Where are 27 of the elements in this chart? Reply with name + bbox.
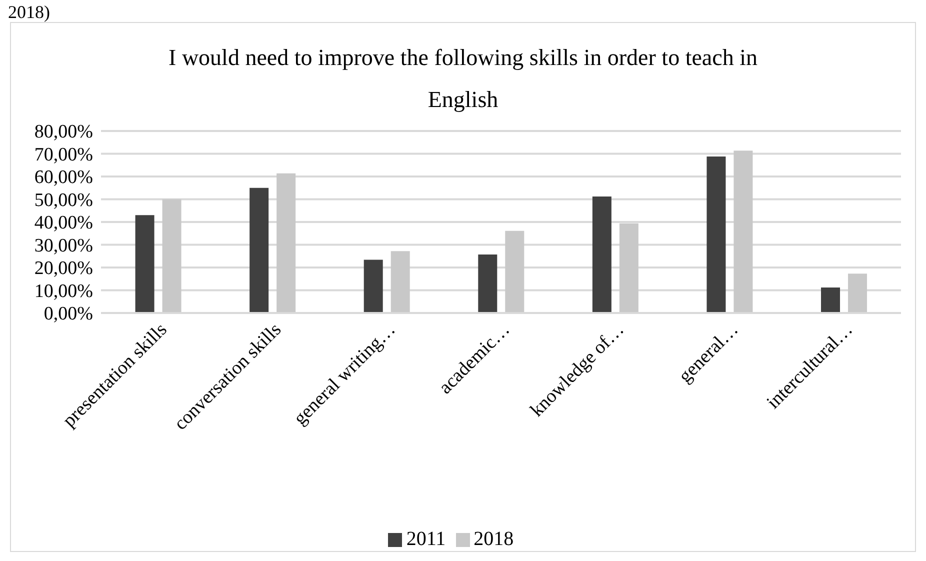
y-tick-label: 70,00% [34,144,94,166]
y-tick-label: 30,00% [34,235,94,256]
legend-label: 2018 [474,528,514,550]
y-tick-label: 40,00% [34,212,94,234]
bar [619,223,638,313]
bar [162,199,182,313]
text: 2018) [8,2,50,23]
bar [250,188,269,313]
y-tick-label: 80,00% [34,122,94,143]
y-tick-label: 10,00% [34,280,94,302]
y-tick-label: 50,00% [34,190,94,211]
bar [706,156,726,313]
bar [478,254,498,313]
chart-title: I would need to improve the following skills in order to teach in English [168,44,758,114]
bar [592,196,612,313]
y-tick-label: 20,00% [34,258,94,280]
bar [364,260,383,313]
y-tick-label: 60,00% [34,167,94,188]
legend-label: 2011 [406,528,446,550]
bar [821,288,840,313]
bar [390,251,410,313]
bar [734,150,753,313]
bar [276,173,296,313]
y-tick-label: 0,00% [44,304,94,325]
bar [848,274,867,313]
bar [505,230,524,313]
bar [135,215,154,313]
